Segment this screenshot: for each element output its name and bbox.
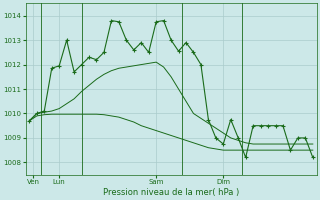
X-axis label: Pression niveau de la mer( hPa ): Pression niveau de la mer( hPa ): [103, 188, 239, 197]
